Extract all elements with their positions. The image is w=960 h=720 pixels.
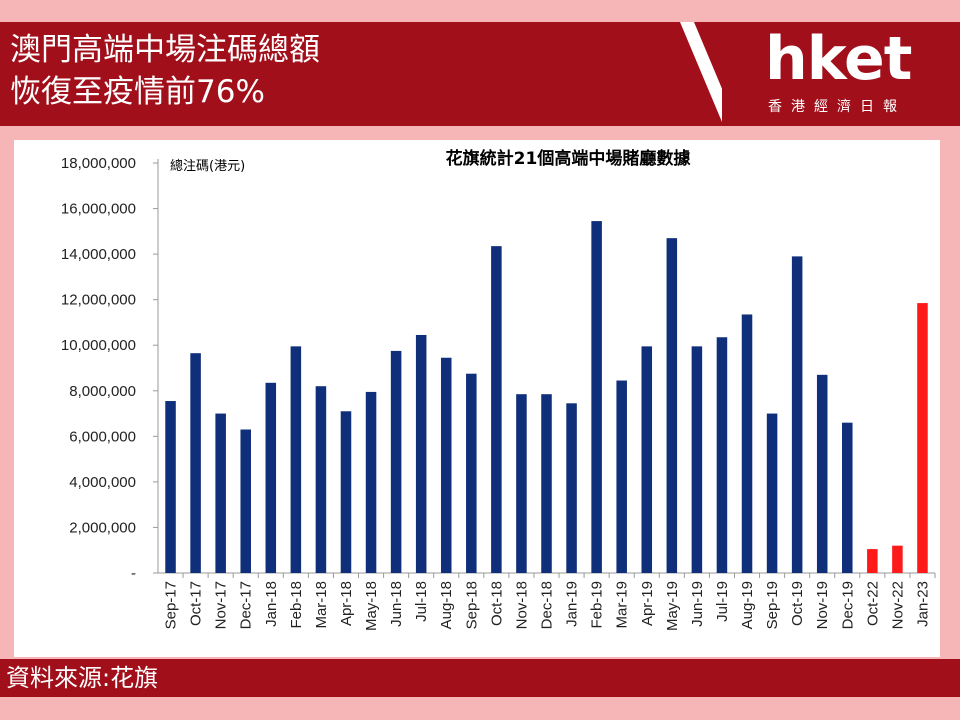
x-axis: Sep-17 Oct-17 Nov-17 Dec-17 Jan-18 Feb-18 Mar-… — [158, 572, 936, 631]
bar-chart: 花旗統計21個高端中場賭廳數據 總注碼(港元) - 2,000,000 4,000,… — [61, 148, 936, 631]
x-tick-label: Nov-19 — [814, 581, 831, 629]
x-tick-label: Oct-19 — [789, 581, 806, 626]
x-tick-label: Oct-18 — [488, 581, 505, 626]
y-tick-label: 8,000,000 — [69, 383, 136, 400]
bar-feb-19 — [591, 221, 602, 573]
x-tick-label: Nov-22 — [889, 581, 906, 629]
x-tick-label: Jan-19 — [564, 581, 581, 627]
x-tick-label: Mar-19 — [614, 581, 631, 629]
bar-jan-23 — [917, 303, 928, 573]
x-tick-label: Feb-19 — [589, 581, 606, 629]
y-tick-label: 16,000,000 — [61, 201, 136, 218]
x-tick-label: Apr-18 — [338, 581, 355, 626]
bar-nov-19 — [816, 374, 828, 573]
header-divider — [0, 122, 960, 126]
x-tick-label: Nov-18 — [513, 581, 530, 629]
source-note: 資料來源:花旗 — [6, 664, 159, 692]
x-tick-label: Aug-18 — [438, 581, 455, 629]
bar-dec-19 — [842, 422, 853, 573]
chart-title: 花旗統計21個高端中場賭廳數據 — [446, 148, 692, 169]
y-tick-label: 18,000,000 — [61, 155, 136, 172]
brand-logo-panel — [722, 22, 960, 122]
y-tick-label: 2,000,000 — [69, 519, 136, 536]
bar-aug-18 — [440, 357, 452, 573]
bar-may-19 — [666, 238, 678, 573]
page-title-line-2: 恢復至疫情前76% — [10, 74, 265, 110]
bar-dec-18 — [541, 394, 552, 573]
x-tick-label: May-19 — [664, 581, 681, 631]
x-tick-label: Aug-19 — [739, 581, 756, 629]
y-axis: - 2,000,000 4,000,000 6,000,000 8,000,000 10,… — [61, 155, 159, 582]
bar-sep-19 — [766, 413, 778, 573]
x-tick-label: Dec-18 — [539, 581, 556, 629]
bar-oct-22 — [867, 549, 878, 573]
x-tick-label: Dec-19 — [839, 581, 856, 629]
x-tick-label: Sep-17 — [163, 581, 180, 629]
x-tick-label: Jan-23 — [914, 581, 931, 627]
header-banner: 澳門高端中場注碼總額 恢復至疫情前76% hket 香港經濟日報 — [0, 22, 960, 122]
y-tick-label: 4,000,000 — [69, 474, 136, 491]
x-tick-label: Nov-17 — [213, 581, 230, 629]
bar-oct-17 — [190, 353, 201, 573]
x-tick-label: Jun-19 — [689, 581, 706, 627]
bar-may-18 — [365, 391, 377, 573]
bar-jan-19 — [566, 403, 577, 573]
bar-apr-18 — [340, 411, 352, 573]
bar-apr-19 — [641, 346, 653, 573]
bars — [165, 221, 928, 573]
y-tick-label: 12,000,000 — [61, 292, 136, 309]
bar-dec-17 — [240, 429, 251, 573]
bar-jul-19 — [716, 337, 728, 573]
chart-panel: 花旗統計21個高端中場賭廳數據 總注碼(港元) - 2,000,000 4,000,… — [14, 140, 940, 657]
y-tick-label: - — [131, 565, 136, 582]
bar-feb-18 — [290, 346, 302, 573]
x-tick-label: Sep-18 — [463, 581, 480, 629]
x-tick-label: Dec-17 — [238, 581, 255, 629]
x-tick-label: May-18 — [363, 581, 380, 631]
x-tick-label: Oct-22 — [864, 581, 881, 626]
page-title-line-1: 澳門高端中場注碼總額 — [10, 32, 320, 68]
x-tick-label: Feb-18 — [288, 581, 305, 629]
bar-jun-19 — [691, 346, 703, 573]
x-tick-label: Jul-19 — [714, 581, 731, 622]
footer-banner: 資料來源:花旗 — [0, 659, 960, 697]
bar-nov-22 — [892, 545, 903, 573]
brand-logo[interactable]: hket — [765, 24, 912, 94]
x-tick-label: Sep-19 — [764, 581, 781, 629]
bar-nov-18 — [516, 394, 527, 573]
x-tick-label: Apr-19 — [639, 581, 656, 626]
bar-oct-18 — [491, 246, 502, 573]
x-tick-label: Mar-18 — [313, 581, 330, 629]
x-tick-label: Jul-18 — [413, 581, 430, 622]
brand-logo-subtitle: 香港經濟日報 — [768, 99, 906, 115]
bar-aug-19 — [741, 314, 753, 573]
bar-nov-17 — [215, 413, 226, 573]
bar-sep-18 — [466, 373, 477, 573]
y-tick-label: 10,000,000 — [61, 337, 136, 354]
bar-mar-18 — [315, 386, 327, 573]
bar-jul-18 — [415, 334, 427, 573]
y-tick-label: 6,000,000 — [69, 428, 136, 445]
x-tick-label: Jun-18 — [388, 581, 405, 627]
bar-jan-18 — [265, 382, 277, 573]
x-tick-label: Jan-18 — [263, 581, 280, 627]
bar-oct-19 — [791, 256, 803, 573]
bar-sep-17 — [165, 401, 176, 573]
x-tick-label: Oct-17 — [188, 581, 205, 626]
y-tick-label: 14,000,000 — [61, 246, 136, 263]
bar-jun-18 — [390, 350, 402, 573]
bar-mar-19 — [616, 380, 627, 573]
y-axis-unit-label: 總注碼(港元) — [170, 158, 245, 174]
